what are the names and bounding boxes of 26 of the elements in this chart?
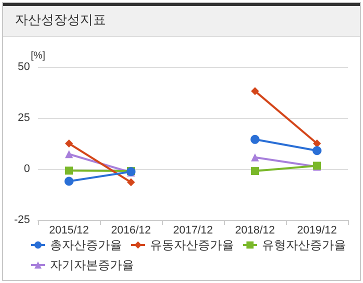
y-tick-label: -25 bbox=[14, 214, 30, 226]
y-tick-label: 25 bbox=[18, 112, 30, 124]
point bbox=[65, 140, 73, 148]
y-tick-label: 0 bbox=[24, 163, 30, 175]
y-tick-label: 50 bbox=[18, 61, 30, 73]
point bbox=[65, 150, 73, 158]
point bbox=[251, 153, 259, 162]
legend-label: 유동자산증가율 bbox=[150, 238, 234, 252]
point bbox=[127, 178, 135, 186]
x-tick-label: 2019/12 bbox=[297, 224, 337, 236]
legend-label: 자기자본증가율 bbox=[50, 258, 134, 272]
point bbox=[251, 167, 259, 176]
legend-label: 총자산증가율 bbox=[50, 238, 122, 252]
x-tick-label: 2015/12 bbox=[49, 224, 89, 236]
chart-title: 자산성장성지표 bbox=[3, 3, 360, 37]
x-tick-label: 2018/12 bbox=[235, 224, 275, 236]
point bbox=[251, 87, 259, 96]
x-tick-label: 2017/12 bbox=[173, 224, 213, 236]
point bbox=[250, 134, 260, 144]
legend-label: 유형자산증가율 bbox=[262, 238, 346, 252]
x-tick-label: 2016/12 bbox=[111, 224, 151, 236]
y-axis-title: [%] bbox=[30, 50, 46, 62]
point bbox=[64, 176, 74, 186]
point bbox=[65, 166, 73, 175]
point bbox=[312, 146, 322, 156]
point bbox=[313, 140, 321, 148]
